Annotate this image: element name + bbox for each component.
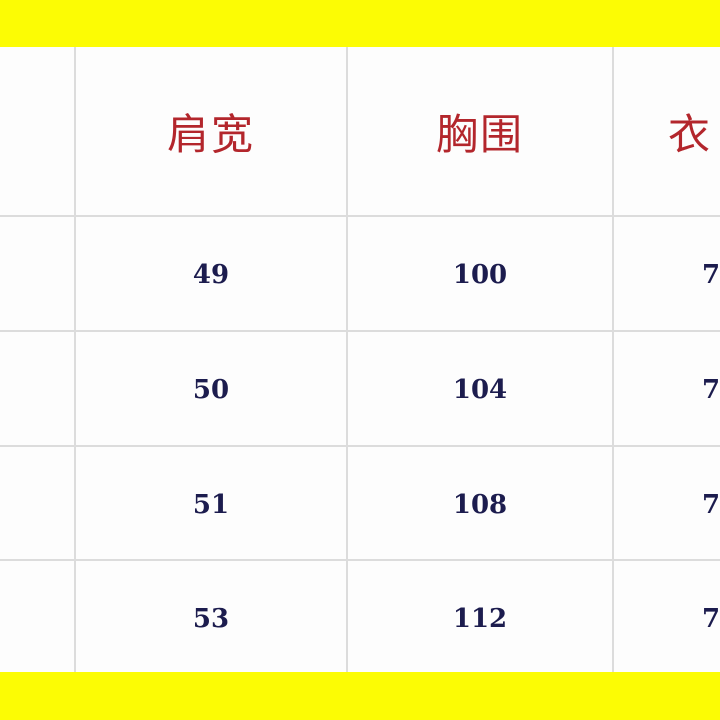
cell-shoulder: 51 (192, 490, 230, 520)
column-divider (612, 47, 614, 672)
row-divider (0, 445, 720, 447)
cell-chest: 108 (452, 490, 508, 520)
row-divider (0, 215, 720, 217)
header-length-partial: 衣 (668, 110, 713, 159)
cell-length-partial: 7 (702, 375, 720, 405)
top-yellow-band (0, 0, 720, 47)
row-divider (0, 330, 720, 332)
cell-chest: 104 (452, 375, 508, 405)
column-divider (346, 47, 348, 672)
cell-length-partial: 7 (702, 490, 720, 520)
cell-chest: 100 (452, 260, 508, 290)
cell-length-partial: 7 (702, 604, 720, 634)
header-shoulder-width: 肩宽 (166, 110, 255, 159)
bottom-yellow-band (0, 672, 720, 720)
cell-chest: 112 (452, 604, 508, 634)
header-chest: 胸围 (435, 110, 524, 159)
cell-shoulder: 53 (192, 604, 230, 634)
column-divider (74, 47, 76, 672)
cell-shoulder: 50 (192, 375, 230, 405)
row-divider (0, 559, 720, 561)
cell-length-partial: 7 (702, 260, 720, 290)
cell-shoulder: 49 (192, 260, 230, 290)
